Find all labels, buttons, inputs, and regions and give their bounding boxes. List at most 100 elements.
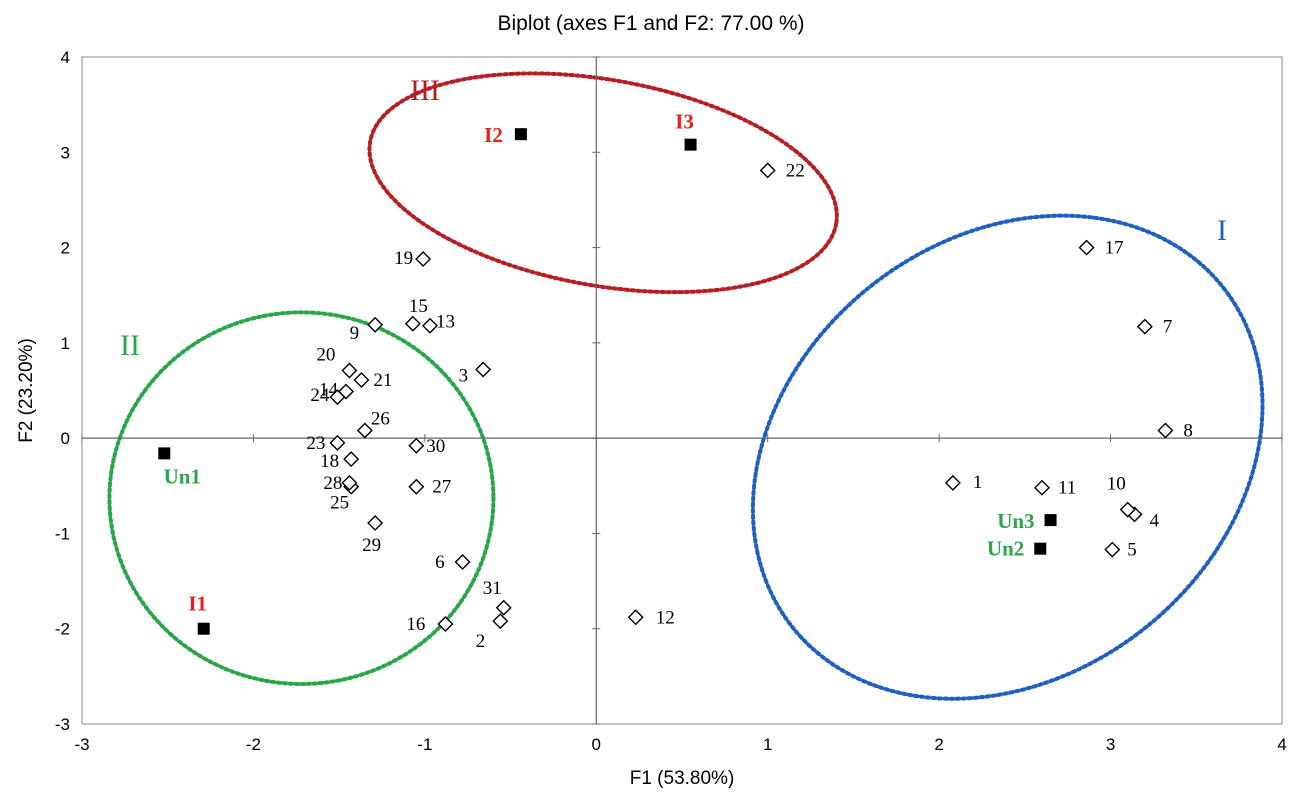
x-tick-label: -2 xyxy=(246,735,261,754)
point-marker-17 xyxy=(1078,239,1095,256)
point-label-12: 12 xyxy=(656,607,675,628)
point-label-4: 4 xyxy=(1150,510,1160,531)
point-marker-7 xyxy=(1136,318,1153,335)
ref-label-i1: I1 xyxy=(188,592,207,616)
point-marker-16 xyxy=(437,615,454,632)
point-marker-31 xyxy=(495,599,512,616)
group-label-iii: III xyxy=(410,74,440,107)
point-label-31: 31 xyxy=(483,578,502,599)
ref-label-i2: I2 xyxy=(484,123,503,147)
ref-marker-i1 xyxy=(197,622,210,635)
x-tick-label: -3 xyxy=(74,735,89,754)
y-tick-label: -3 xyxy=(55,715,70,734)
point-marker-13 xyxy=(422,317,438,334)
point-label-16: 16 xyxy=(406,614,425,635)
point-marker-23 xyxy=(329,434,346,451)
ref-marker-un2 xyxy=(1034,542,1047,555)
point-label-17: 17 xyxy=(1105,238,1124,259)
point-label-28: 28 xyxy=(323,473,342,494)
y-tick-label: 4 xyxy=(61,48,70,67)
point-label-6: 6 xyxy=(435,552,445,573)
data-points: 1234567891011121314151617181920212223242… xyxy=(158,110,1193,652)
point-marker-22 xyxy=(759,162,776,179)
point-marker-1 xyxy=(944,474,961,491)
point-label-11: 11 xyxy=(1058,478,1076,499)
ref-marker-un1 xyxy=(158,447,171,460)
point-label-24: 24 xyxy=(310,385,330,406)
point-label-29: 29 xyxy=(362,535,381,556)
point-marker-21 xyxy=(353,372,370,389)
x-axis-title: F1 (53.80%) xyxy=(630,768,735,789)
point-marker-2 xyxy=(492,613,509,630)
ref-label-un3: Un3 xyxy=(997,509,1034,533)
point-label-5: 5 xyxy=(1127,540,1137,561)
point-marker-5 xyxy=(1104,541,1121,558)
point-label-26: 26 xyxy=(371,409,390,430)
point-label-9: 9 xyxy=(350,323,360,344)
point-label-25: 25 xyxy=(330,493,349,514)
point-label-1: 1 xyxy=(973,472,983,493)
point-marker-29 xyxy=(367,514,384,531)
point-label-8: 8 xyxy=(1183,421,1193,442)
point-marker-6 xyxy=(454,554,471,571)
group-ellipse-iii xyxy=(367,71,839,295)
y-tick-label: 0 xyxy=(61,429,70,448)
group-ellipse-ii xyxy=(107,310,496,686)
x-tick-label: 4 xyxy=(1277,735,1286,754)
y-axis-title: F2 (23.20%) xyxy=(16,338,37,443)
point-label-21: 21 xyxy=(373,370,392,391)
group-label-ii: II xyxy=(120,329,140,362)
point-label-30: 30 xyxy=(426,436,445,457)
x-tick-label: -1 xyxy=(417,735,432,754)
point-marker-30 xyxy=(408,437,425,454)
point-label-3: 3 xyxy=(459,366,469,387)
point-marker-15 xyxy=(404,315,421,332)
x-tick-label: 2 xyxy=(934,735,943,754)
point-marker-3 xyxy=(475,361,492,378)
point-marker-18 xyxy=(343,451,360,468)
x-tick-label: 3 xyxy=(1106,735,1115,754)
point-marker-28 xyxy=(341,474,358,491)
point-label-15: 15 xyxy=(409,296,428,317)
point-marker-24 xyxy=(329,389,346,406)
point-label-7: 7 xyxy=(1163,317,1173,338)
ref-marker-un3 xyxy=(1044,514,1057,527)
plot-area-frame xyxy=(81,56,1283,725)
x-tick-label: 0 xyxy=(592,735,601,754)
point-label-20: 20 xyxy=(316,344,335,365)
ref-label-i3: I3 xyxy=(675,110,694,134)
y-tick-label: 3 xyxy=(61,143,70,162)
chart-title: Biplot (axes F1 and F2: 77.00 %) xyxy=(498,12,805,35)
ref-label-un2: Un2 xyxy=(987,537,1024,561)
y-tick-label: -1 xyxy=(55,524,70,543)
ref-label-un1: Un1 xyxy=(164,464,201,488)
point-marker-20 xyxy=(341,362,358,379)
y-tick-label: 2 xyxy=(61,239,70,258)
point-marker-19 xyxy=(415,251,432,267)
point-marker-26 xyxy=(356,422,373,439)
point-marker-9 xyxy=(367,316,384,333)
point-label-18: 18 xyxy=(320,451,339,472)
point-marker-27 xyxy=(408,478,425,495)
point-label-22: 22 xyxy=(786,160,805,181)
point-label-10: 10 xyxy=(1107,474,1126,495)
ref-marker-i2 xyxy=(514,128,527,141)
group-label-i: I xyxy=(1217,214,1227,247)
group-ellipse-i xyxy=(750,213,1265,701)
y-tick-label: -2 xyxy=(55,620,70,639)
point-marker-10 xyxy=(1119,501,1136,518)
point-marker-8 xyxy=(1157,422,1174,439)
y-tick-label: 1 xyxy=(61,334,70,353)
ref-marker-i3 xyxy=(684,138,697,151)
point-label-2: 2 xyxy=(476,631,486,652)
point-marker-11 xyxy=(1034,479,1050,496)
point-label-23: 23 xyxy=(306,433,325,454)
point-label-27: 27 xyxy=(432,477,451,498)
x-tick-label: 1 xyxy=(763,735,772,754)
point-marker-12 xyxy=(627,609,644,626)
point-label-19: 19 xyxy=(394,248,413,269)
point-label-13: 13 xyxy=(436,312,455,333)
